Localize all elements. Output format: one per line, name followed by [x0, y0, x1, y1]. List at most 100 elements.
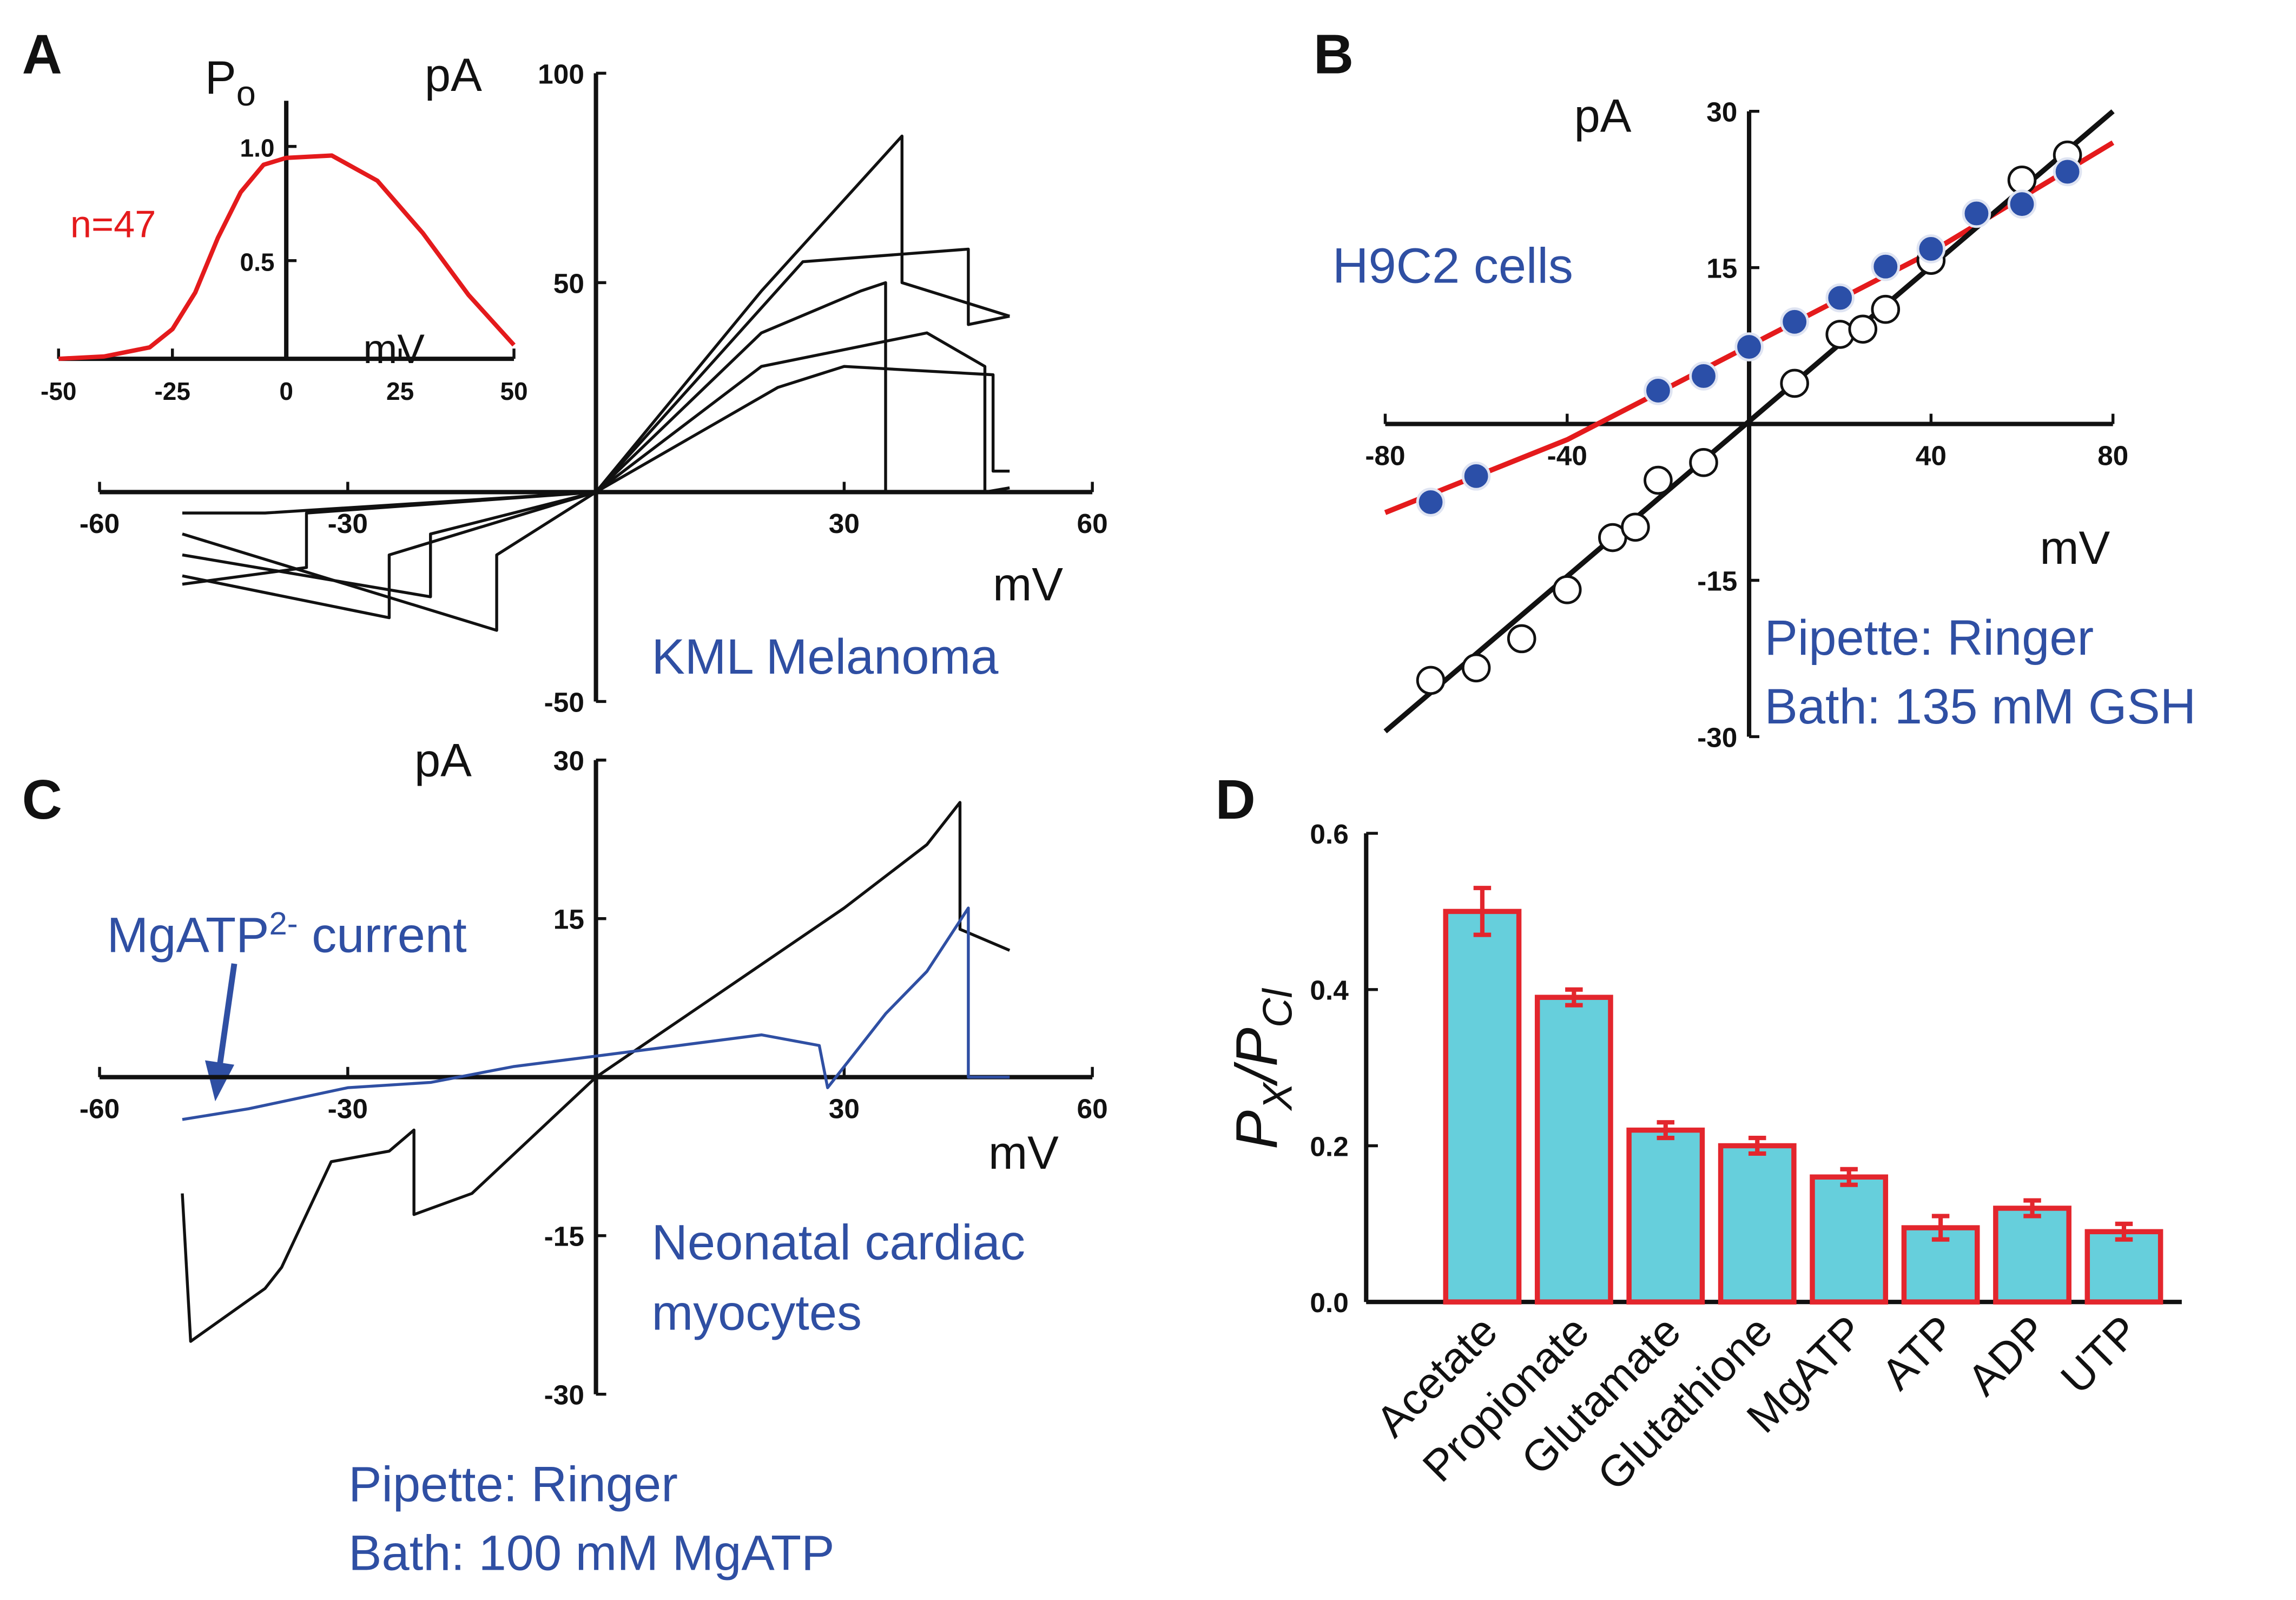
panel-label: C: [22, 768, 62, 831]
data-point: [1962, 199, 1991, 228]
data-point: [1825, 283, 1855, 313]
x-tick-label: 40: [1916, 439, 1947, 471]
y-axis-label: pA: [1574, 90, 1632, 142]
x-axis-label: mV: [2040, 522, 2110, 574]
trace: [181, 801, 1011, 1343]
data-point: [2007, 189, 2037, 219]
data-point: [1689, 448, 1718, 477]
x-tick-label: -50: [41, 377, 76, 405]
x-tick-label: -60: [80, 508, 120, 539]
x-axis-label: mV: [993, 559, 1063, 611]
data-point: [1848, 314, 1878, 344]
bar: [1443, 908, 1522, 1305]
error-bar: [1473, 886, 1492, 937]
y-axis-label-part: P: [205, 52, 236, 104]
annotation: H9C2 cells: [1332, 238, 1573, 293]
data-point: [1552, 575, 1582, 604]
y-tick-label: 1.0: [240, 134, 275, 162]
data-point: [2053, 157, 2082, 187]
annotation: Neonatal cardiac: [651, 1215, 1025, 1270]
y-axis-label: Po: [205, 52, 256, 113]
x-tick-label: 0: [279, 377, 293, 405]
y-tick-label: -15: [544, 1221, 584, 1252]
annotation: myocytes: [651, 1285, 862, 1341]
annotation: Bath: 135 mM GSH: [1764, 679, 2196, 734]
x-tick-label: -30: [328, 508, 368, 539]
trace: [182, 134, 1011, 586]
data-point: [1871, 294, 1901, 324]
y-tick-label: -30: [544, 1379, 584, 1411]
y-axis-label-part: P: [1224, 1110, 1289, 1149]
data-point: [1461, 462, 1491, 491]
annotation: Pipette: Ringer: [348, 1456, 678, 1512]
y-axis-label-part: Cl: [1255, 987, 1301, 1028]
x-tick-label: 80: [2097, 439, 2128, 471]
bar: [1810, 1174, 1889, 1305]
x-tick-label: UTP: [2052, 1307, 2148, 1403]
x-tick-label: 30: [829, 1093, 860, 1124]
y-tick-label: 100: [538, 58, 584, 89]
x-tick-label: -30: [328, 1093, 368, 1124]
callout-label-part: current: [298, 907, 467, 963]
data-point: [1416, 666, 1446, 695]
callout-label-part: 2-: [269, 905, 298, 941]
y-tick-label: 0.6: [1310, 818, 1348, 850]
y-axis-label: PX/PCl: [1224, 987, 1301, 1149]
annotation: Bath: 100 mM MgATP: [348, 1525, 834, 1581]
trace: [182, 906, 1010, 1121]
y-axis-label: pA: [414, 735, 472, 787]
annotation: KML Melanoma: [651, 629, 999, 684]
panel-label: B: [1314, 23, 1354, 85]
x-tick-label: 60: [1077, 1093, 1108, 1124]
panel-label: A: [22, 23, 62, 85]
x-axis-label: mV: [988, 1127, 1059, 1179]
x-tick-label: 50: [500, 377, 527, 405]
data-point: [1734, 332, 1764, 361]
bar: [2084, 1229, 2163, 1305]
data-point: [1916, 234, 1946, 264]
y-axis-label-part: o: [236, 74, 256, 113]
data-point: [1644, 376, 1673, 405]
y-tick-label: 0.2: [1310, 1130, 1348, 1162]
trace: [58, 153, 516, 361]
data-point: [1461, 653, 1491, 683]
y-tick-label: 30: [1706, 96, 1737, 128]
data-point: [1621, 512, 1650, 542]
data-point: [1871, 252, 1901, 281]
y-axis-label: pA: [425, 49, 482, 101]
y-tick-label: -15: [1697, 565, 1737, 596]
bar: [1718, 1143, 1797, 1305]
error-bar: [1840, 1167, 1858, 1187]
y-axis-label-part: /P: [1224, 1028, 1289, 1087]
x-tick-label: 60: [1077, 508, 1108, 539]
error-bar: [1565, 987, 1583, 1008]
y-axis-label-part: X: [1255, 1082, 1301, 1111]
x-tick-label: -25: [154, 377, 190, 405]
error-bar: [1748, 1135, 1766, 1156]
x-tick-label: 25: [386, 377, 414, 405]
y-tick-label: 0.5: [240, 248, 275, 276]
trace: [182, 365, 1010, 515]
data-point: [2007, 166, 2037, 195]
data-point: [1689, 361, 1718, 391]
y-tick-label: 50: [553, 267, 584, 299]
bar: [1534, 995, 1613, 1305]
annotation: Pipette: Ringer: [1764, 610, 2094, 666]
error-bar: [1657, 1120, 1675, 1141]
annotation: n=47: [70, 202, 156, 245]
data-point: [1416, 488, 1446, 517]
panel-label: D: [1216, 768, 1256, 831]
y-tick-label: 0.0: [1310, 1287, 1348, 1318]
y-tick-label: 0.4: [1310, 975, 1349, 1006]
trace: [1383, 109, 2115, 734]
trace: [182, 281, 1010, 598]
x-tick-label: ATP: [1872, 1307, 1965, 1399]
callout-arrow: [216, 963, 237, 1067]
callout-label: MgATP2- current: [107, 905, 467, 963]
x-tick-label: 30: [829, 508, 860, 539]
y-tick-label: -30: [1697, 721, 1737, 753]
trace: [182, 331, 1010, 632]
data-point: [1780, 307, 1809, 337]
error-bar: [2023, 1198, 2041, 1219]
